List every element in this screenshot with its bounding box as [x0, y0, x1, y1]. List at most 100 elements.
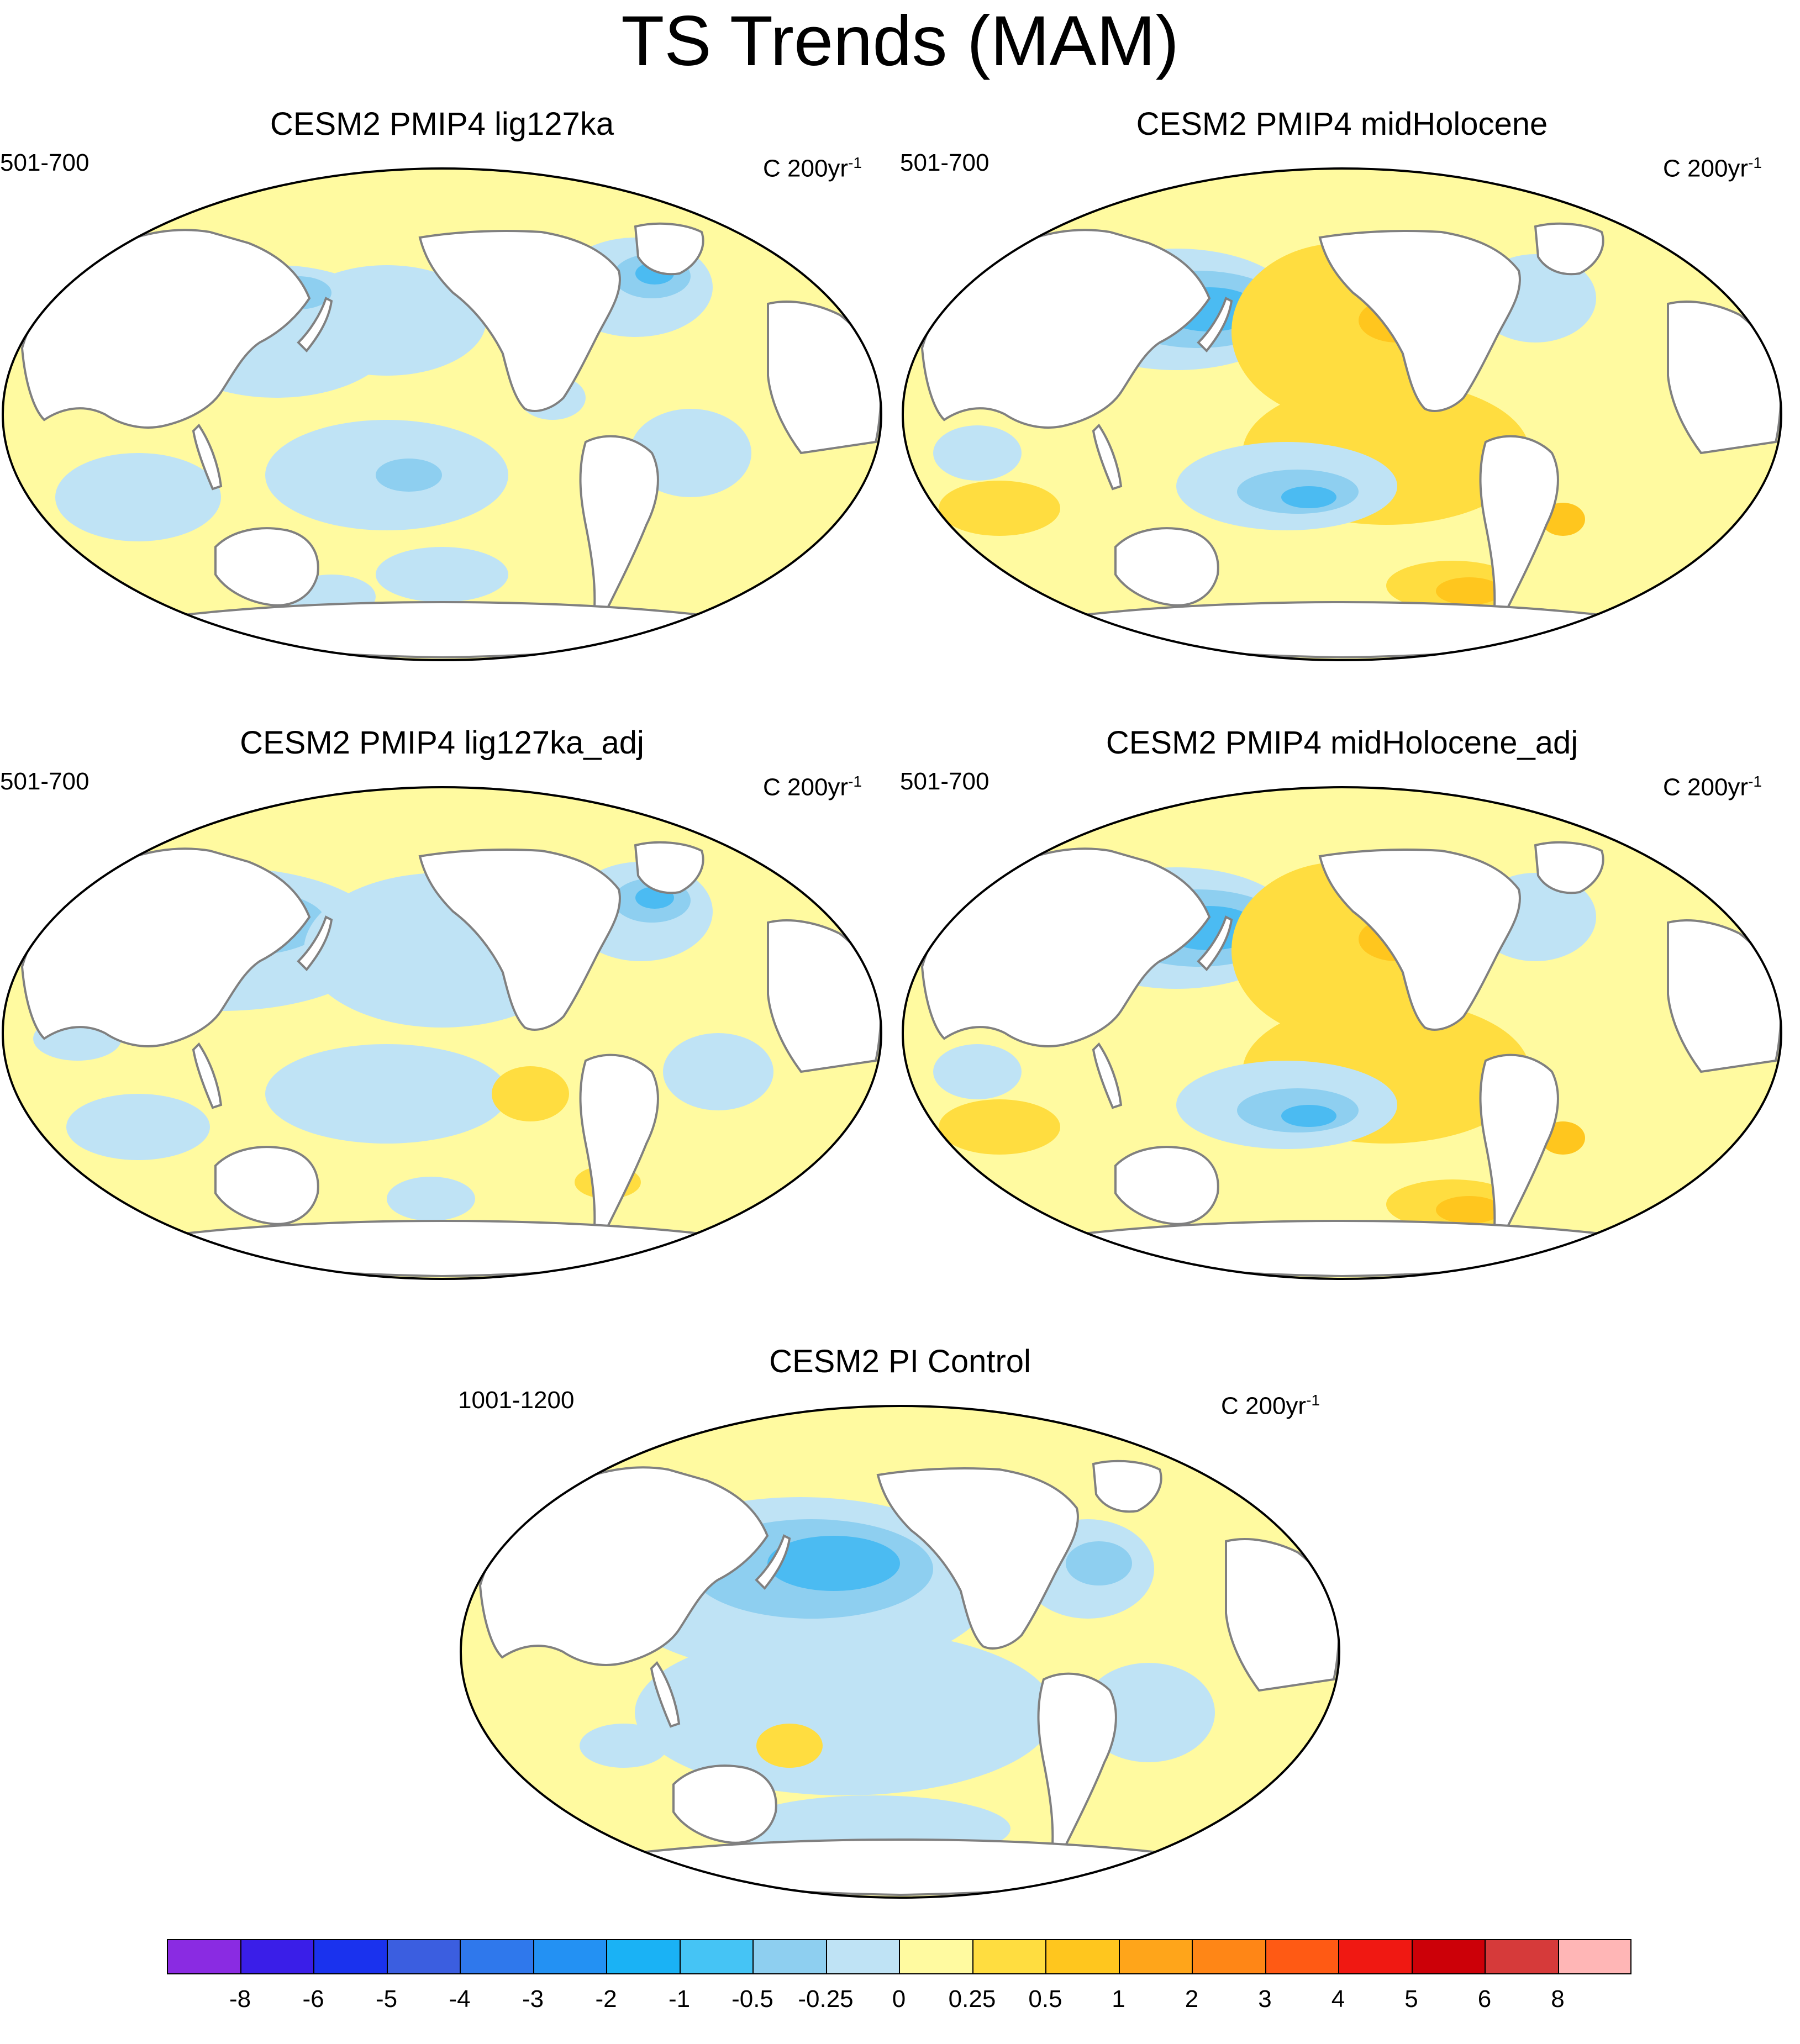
anomaly-region [933, 425, 1022, 481]
world-map [902, 786, 1782, 1280]
colorbar-label: 8 [1551, 1985, 1565, 2013]
map-field [3, 787, 881, 1279]
landmass [1479, 435, 1559, 620]
landmass [418, 230, 621, 412]
landmass [1092, 1460, 1162, 1513]
landmass [192, 423, 223, 491]
colorbar-label: -6 [302, 1985, 324, 2013]
colorbar-label: -3 [522, 1985, 544, 2013]
period-label: 1001-1200 [458, 1387, 575, 1414]
map-panel: CESM2 PMIP4 midHolocene_adj 501-700 C 200y… [900, 724, 1784, 1287]
anomaly-region [265, 1044, 508, 1144]
anomaly-region [66, 1094, 210, 1160]
colorbar-swatch [825, 1939, 899, 1974]
colorbar-label: 0.25 [948, 1985, 996, 2013]
landmass [1197, 915, 1233, 971]
colorbar-swatch [460, 1939, 534, 1974]
anomaly-region [376, 547, 508, 602]
period-label: 501-700 [0, 149, 90, 176]
landmass [1114, 1146, 1219, 1225]
colorbar-label: 4 [1331, 1985, 1345, 2013]
colorbar-label: -1 [668, 1985, 691, 2013]
landmass [1092, 1042, 1123, 1109]
colorbar-swatch [1265, 1939, 1339, 1974]
colorbar-label: -5 [375, 1985, 398, 2013]
units-label: C 200yr-1 [763, 149, 862, 183]
colorbar-swatch [167, 1939, 241, 1974]
units-exponent: -1 [848, 773, 862, 790]
colorbar-swatch [1411, 1939, 1485, 1974]
anomaly-region [492, 1066, 569, 1121]
world-map [460, 1405, 1340, 1899]
units-label: C 200yr-1 [1663, 768, 1762, 802]
landmass [1114, 527, 1219, 607]
colorbar-swatch [1045, 1939, 1119, 1974]
map-panel: CESM2 PMIP4 midHolocene 501-700 C 200yr-1 [900, 105, 1784, 668]
map-outline [460, 1405, 1340, 1899]
landmass [650, 1661, 681, 1728]
map-panel: CESM2 PMIP4 lig127ka_adj 501-700 C 200yr-1 [0, 724, 884, 1287]
panel-title: CESM2 PMIP4 lig127ka_adj [240, 725, 644, 761]
units-prefix: C 200yr [763, 773, 849, 801]
anomaly-region [1281, 486, 1336, 508]
anomaly-region [55, 453, 221, 541]
landmass [214, 1146, 319, 1225]
colorbar-label: 1 [1112, 1985, 1125, 2013]
period-label: 501-700 [0, 768, 90, 795]
units-prefix: C 200yr [1221, 1392, 1307, 1420]
units-exponent: -1 [1748, 773, 1762, 790]
colorbar-swatch [1192, 1939, 1266, 1974]
colorbar-swatch [752, 1939, 827, 1974]
map-outline [902, 167, 1782, 661]
world-map [2, 167, 882, 661]
panel-title: CESM2 PMIP4 midHolocene_adj [1106, 725, 1578, 761]
colorbar-swatch [606, 1939, 680, 1974]
map-panel: CESM2 PMIP4 lig127ka 501-700 C 200yr-1 [0, 105, 884, 668]
anomaly-region [1281, 1105, 1336, 1127]
colorbar-swatch [1557, 1939, 1631, 1974]
anomaly-region [939, 481, 1060, 536]
landmass [1534, 841, 1604, 894]
landmass [1318, 849, 1521, 1031]
colorbar-label: 6 [1477, 1985, 1492, 2013]
landmass [579, 435, 659, 620]
world-map [902, 167, 1782, 661]
colorbar-swatch [1338, 1939, 1412, 1974]
colorbar-label: -8 [229, 1985, 251, 2013]
anomaly-region [1436, 1196, 1502, 1224]
landmass [634, 841, 704, 894]
colorbar-label: -0.25 [798, 1985, 854, 2013]
landmass [214, 527, 319, 607]
landmass [192, 1042, 223, 1109]
colorbar-label: 0 [892, 1985, 906, 2013]
map-field [903, 787, 1781, 1279]
landmass [297, 915, 333, 971]
colorbar-swatch [1485, 1939, 1559, 1974]
anomaly-region [635, 1630, 1055, 1795]
landmass [418, 849, 621, 1031]
landmass [1092, 423, 1123, 491]
units-label: C 200yr-1 [1221, 1387, 1320, 1420]
anomaly-region [376, 459, 442, 492]
map-field [3, 168, 881, 660]
anomaly-region [939, 1099, 1060, 1155]
anomaly-region [287, 265, 486, 376]
colorbar-swatch [313, 1939, 387, 1974]
landmass [634, 222, 704, 276]
world-map [2, 786, 882, 1280]
colorbar-label: 2 [1185, 1985, 1199, 2013]
landmass [755, 1534, 791, 1590]
units-label: C 200yr-1 [1663, 149, 1762, 183]
landmass [672, 1764, 777, 1844]
colorbar-label: 5 [1404, 1985, 1418, 2013]
landmass [1197, 297, 1233, 352]
landmass [1479, 1053, 1559, 1239]
colorbar-swatch [972, 1939, 1046, 1974]
units-prefix: C 200yr [763, 155, 849, 182]
units-prefix: C 200yr [1663, 155, 1749, 182]
map-outline [902, 786, 1782, 1280]
units-exponent: -1 [1306, 1392, 1320, 1409]
colorbar-swatch [1118, 1939, 1192, 1974]
anomaly-region [1436, 577, 1502, 605]
units-exponent: -1 [1748, 154, 1762, 171]
